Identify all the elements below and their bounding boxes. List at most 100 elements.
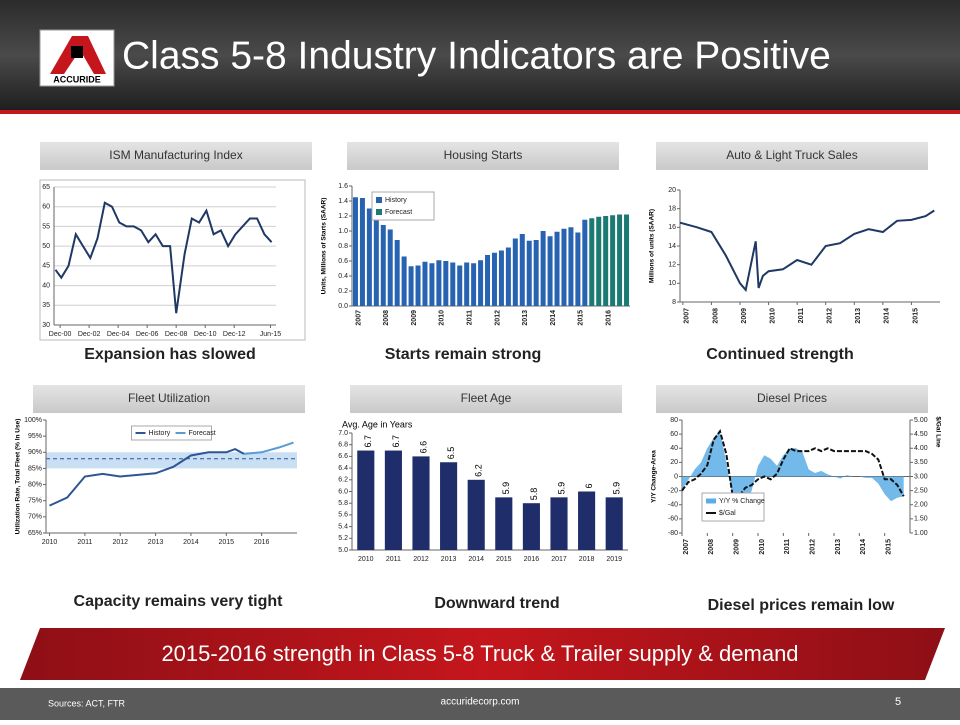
y-axis-label: Utilization Rate, Total Fleet (% In Use)	[15, 419, 22, 535]
y-tick-label: 5.8	[338, 500, 348, 507]
x-tick-label: 2015	[219, 539, 235, 546]
bar	[359, 198, 365, 306]
y-tick-label: 90%	[28, 449, 42, 456]
y-tick-label: 50	[42, 243, 50, 250]
y2-tick-label: 3.00	[914, 473, 928, 480]
panel-label-bg	[40, 142, 312, 170]
y-tick-label: 45	[42, 263, 50, 270]
y-tick-label: 95%	[28, 433, 42, 440]
y-tick-label: 18	[668, 206, 676, 213]
x-tick-label: Dec-00	[49, 331, 72, 338]
y-tick-label: 0	[674, 473, 678, 480]
target-band	[46, 452, 297, 469]
data-label: 5.8	[529, 488, 539, 501]
bar	[457, 265, 463, 306]
y2-tick-label: 5.00	[914, 417, 928, 424]
y-tick-label: 7.0	[338, 430, 348, 437]
bar	[561, 228, 567, 306]
bar	[384, 450, 402, 550]
x-tick-label: 2012	[413, 556, 429, 563]
x-tick-label: 2011	[77, 539, 92, 546]
panel-label-bg	[350, 385, 622, 413]
x-tick-label: 2014	[468, 556, 484, 563]
legend-box	[701, 492, 765, 522]
bar	[380, 225, 386, 306]
y2-tick-label: 2.50	[914, 487, 928, 494]
y-tick-label: 0.2	[338, 288, 348, 295]
y-tick-label: 8	[672, 299, 676, 306]
x-tick-label: 2015	[496, 556, 512, 563]
y-tick-label: 0.6	[338, 258, 348, 265]
bar	[605, 497, 623, 550]
bar	[471, 263, 477, 306]
bar	[387, 229, 393, 306]
x-tick-label: 2013	[855, 308, 862, 324]
panel-label: Diesel Prices	[757, 391, 827, 405]
panel-caption: Downward trend	[434, 595, 559, 612]
y-tick-label: 0.4	[338, 273, 348, 280]
bar	[617, 214, 623, 306]
x-tick-label: 2016	[606, 310, 613, 326]
y-tick-label: 40	[42, 282, 50, 289]
y-tick-label: 75%	[28, 498, 42, 505]
bar	[401, 256, 407, 306]
bar	[415, 265, 421, 306]
logo: ACCURIDE	[39, 29, 115, 87]
legend-swatch	[376, 209, 382, 215]
y2-tick-label: 1.50	[914, 516, 928, 523]
banner-bg	[20, 628, 945, 680]
legend-box	[371, 191, 435, 221]
x-tick-label: 2019	[606, 556, 622, 563]
bar	[550, 497, 568, 550]
bar	[624, 214, 630, 306]
bar	[582, 219, 588, 306]
y-tick-label: 35	[42, 302, 50, 309]
y-tick-label: 6.0	[338, 488, 348, 495]
bar	[533, 240, 539, 306]
panel-caption: Expansion has slowed	[84, 346, 256, 363]
y-tick-label: 6.8	[338, 442, 348, 449]
panel-caption: Diesel prices remain low	[708, 597, 895, 614]
bar	[436, 260, 442, 306]
y-tick-label: 5.4	[338, 523, 348, 530]
y-tick-label: 20	[668, 187, 676, 194]
y-tick-label: -40	[668, 502, 678, 509]
x-tick-label: 2014	[183, 539, 199, 546]
y-axis-label: Millions of units (SAAR)	[649, 209, 656, 283]
y-tick-label: 6.2	[338, 477, 348, 484]
y-tick-label: 5.6	[338, 512, 348, 519]
y-tick-label: 80%	[28, 481, 42, 488]
x-tick-label: 2010	[769, 308, 776, 324]
bar	[443, 261, 449, 306]
bar	[519, 234, 525, 306]
bar	[478, 260, 484, 306]
x-tick-label: 2018	[579, 556, 595, 563]
bar	[522, 503, 540, 550]
line	[679, 209, 935, 293]
y-tick-label: 65	[42, 184, 50, 191]
panel-label: ISM Manufacturing Index	[109, 148, 242, 162]
y-tick-label: 60	[42, 204, 50, 211]
x-tick-label: 2013	[441, 556, 457, 563]
logo-mark	[50, 36, 106, 74]
x-tick-label: 2015	[912, 308, 919, 324]
data-label: 6.2	[474, 464, 484, 477]
bar	[568, 227, 574, 306]
x-tick-label: 2012	[827, 308, 834, 324]
y-axis-label: Units, Millions of Starts (SAAR)	[321, 198, 328, 295]
bar	[495, 497, 513, 550]
y-tick-label: 14	[668, 243, 676, 250]
data-label: 6.7	[363, 435, 373, 448]
x-tick-label: 2007	[684, 308, 691, 324]
x-tick-label: 2009	[741, 308, 748, 324]
footer-sources: Sources: ACT, FTR	[48, 698, 126, 708]
x-tick-label: 2017	[551, 556, 567, 563]
x-tick-label: 2012	[810, 539, 817, 555]
panel-caption: Starts remain strong	[385, 346, 541, 363]
y-tick-label: 100%	[24, 417, 42, 424]
y-tick-label: 1.6	[338, 183, 348, 190]
y-tick-label: 0.8	[338, 243, 348, 250]
panel-label: Fleet Utilization	[128, 391, 210, 405]
x-tick-label: 2012	[494, 310, 501, 326]
